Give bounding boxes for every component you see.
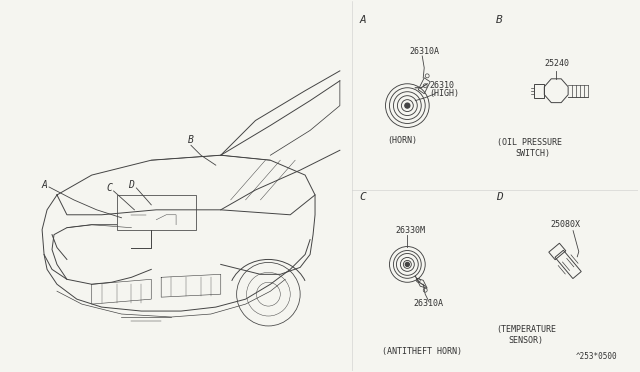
Text: B: B bbox=[495, 15, 502, 25]
Text: A: A bbox=[360, 15, 367, 25]
Text: (ANTITHEFT HORN): (ANTITHEFT HORN) bbox=[381, 347, 461, 356]
Text: 25240: 25240 bbox=[544, 59, 570, 68]
Text: SENSOR): SENSOR) bbox=[509, 336, 543, 345]
Text: 25080X: 25080X bbox=[550, 220, 580, 229]
Text: SWITCH): SWITCH) bbox=[516, 149, 550, 158]
Text: B: B bbox=[188, 135, 194, 145]
Text: (HIGH): (HIGH) bbox=[429, 89, 459, 98]
Text: (TEMPERATURE: (TEMPERATURE bbox=[497, 325, 557, 334]
Circle shape bbox=[405, 262, 410, 266]
Text: (HORN): (HORN) bbox=[387, 136, 417, 145]
Text: 26310A: 26310A bbox=[410, 47, 439, 56]
Bar bbox=[534, 84, 544, 98]
Bar bbox=[116, 195, 196, 230]
Text: D: D bbox=[129, 180, 134, 190]
Bar bbox=[548, 243, 566, 260]
Text: C: C bbox=[360, 192, 367, 202]
Circle shape bbox=[405, 103, 410, 108]
Text: 26330M: 26330M bbox=[396, 226, 426, 235]
Text: (OIL PRESSURE: (OIL PRESSURE bbox=[497, 138, 562, 147]
Text: C: C bbox=[107, 183, 113, 193]
Text: 26310A: 26310A bbox=[413, 299, 444, 308]
Text: D: D bbox=[495, 192, 502, 202]
Text: ^253*0500: ^253*0500 bbox=[576, 352, 618, 361]
Text: A: A bbox=[41, 180, 47, 190]
Bar bbox=[555, 250, 581, 279]
Text: 26310: 26310 bbox=[429, 81, 454, 90]
